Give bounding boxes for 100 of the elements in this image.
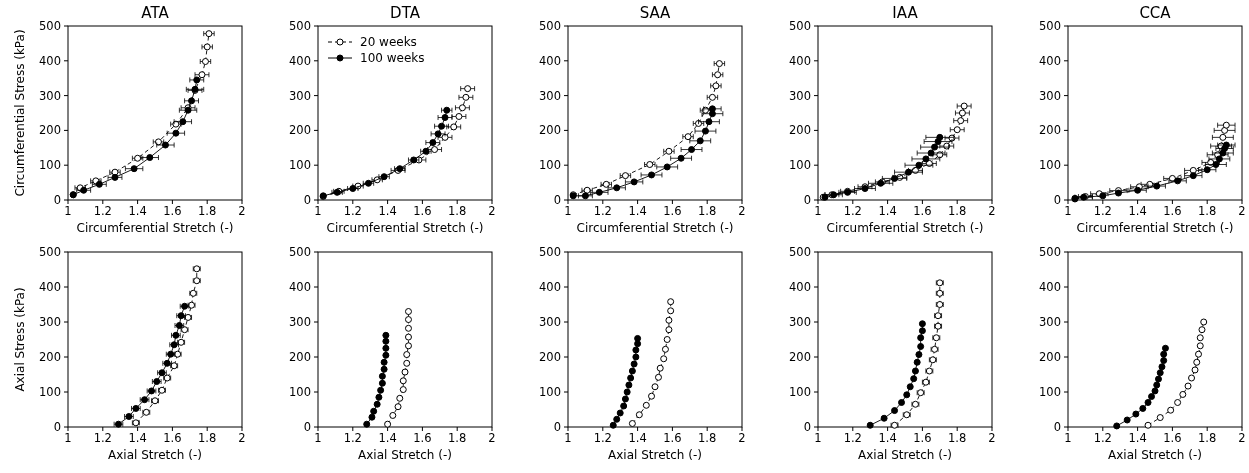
y-axis-title: Axial Stress (kPa) <box>13 287 27 392</box>
x-tick-label: 1.4 <box>628 204 647 218</box>
y-tick-label: 100 <box>1039 385 1061 399</box>
x-tick-label: 1 <box>64 431 72 445</box>
x-tick-label: 1.4 <box>128 431 147 445</box>
x-tick-label: 2 <box>488 431 496 445</box>
y-tick-label: 200 <box>539 123 561 138</box>
y-tick-label: 500 <box>1039 19 1061 33</box>
x-tick-label: 1.2 <box>843 431 862 445</box>
y-tick-label: 100 <box>39 385 61 399</box>
x-tick-label: 1 <box>814 431 822 445</box>
x-tick-label: 1.2 <box>1093 204 1112 218</box>
x-tick-label: 1.4 <box>628 431 647 445</box>
y-tick-label: 500 <box>789 245 811 259</box>
x-tick-label: 2 <box>1238 431 1246 445</box>
y-tick-label: 500 <box>539 19 561 33</box>
x-tick-label: 1.8 <box>448 204 467 218</box>
x-tick-label: 1.4 <box>378 431 397 445</box>
y-tick-label: 500 <box>289 19 311 33</box>
y-tick-label: 500 <box>39 19 61 33</box>
x-tick-label: 1.4 <box>878 204 897 218</box>
y-tick-label: 300 <box>789 88 811 103</box>
x-tick-label: 1.8 <box>1198 204 1217 218</box>
y-tick-label: 300 <box>539 88 561 103</box>
x-tick-label: 1.8 <box>698 204 717 218</box>
y-tick-label: 400 <box>1039 53 1061 68</box>
x-tick-label: 1.8 <box>448 431 467 445</box>
y-tick-label: 0 <box>53 420 61 434</box>
x-tick-label: 1.4 <box>1128 204 1147 218</box>
x-tick-label: 1.8 <box>198 431 217 445</box>
y-tick-label: 0 <box>53 193 61 207</box>
y-tick-label: 500 <box>289 245 311 259</box>
x-tick-label: 1.2 <box>93 204 112 218</box>
x-axis-title: Axial Stretch (-) <box>608 448 702 462</box>
y-tick-label: 0 <box>303 193 311 207</box>
x-tick-label: 1.6 <box>413 204 432 218</box>
x-tick-label: 1 <box>564 431 572 445</box>
legend-label: 20 weeks <box>360 35 417 49</box>
y-tick-label: 0 <box>803 193 811 207</box>
x-axis-title: Circumferential Stretch (-) <box>576 221 734 235</box>
x-tick-label: 1.6 <box>413 431 432 445</box>
y-tick-label: 200 <box>1039 350 1061 364</box>
y-tick-label: 100 <box>539 158 561 173</box>
y-tick-label: 0 <box>553 420 561 434</box>
x-tick-label: 1 <box>1064 204 1072 218</box>
x-axis-title: Axial Stretch (-) <box>358 448 452 462</box>
x-tick-label: 1.8 <box>698 431 717 445</box>
x-tick-label: 1 <box>564 204 572 218</box>
y-tick-label: 200 <box>1039 123 1061 138</box>
x-tick-label: 1 <box>64 204 72 218</box>
x-tick-label: 1.8 <box>948 431 967 445</box>
y-tick-label: 400 <box>539 280 561 294</box>
y-tick-label: 400 <box>539 53 561 68</box>
x-tick-label: 1.8 <box>1198 431 1217 445</box>
x-axis-title: Circumferential Stretch (-) <box>326 221 484 235</box>
x-tick-label: 1.2 <box>593 431 612 445</box>
chart-title: ATA <box>141 4 170 22</box>
y-tick-label: 300 <box>1039 88 1061 103</box>
y-tick-label: 400 <box>789 280 811 294</box>
x-tick-label: 1.4 <box>378 204 397 218</box>
y-tick-label: 300 <box>1039 315 1061 329</box>
x-tick-label: 2 <box>238 431 246 445</box>
y-tick-label: 200 <box>789 123 811 138</box>
chart-title: DTA <box>390 4 421 22</box>
x-tick-label: 1 <box>314 431 322 445</box>
y-tick-label: 300 <box>289 315 311 329</box>
y-tick-label: 100 <box>39 158 61 173</box>
x-tick-label: 2 <box>738 431 746 445</box>
x-tick-label: 1.6 <box>163 431 182 445</box>
chart-title: CCA <box>1139 4 1172 22</box>
x-tick-label: 1.6 <box>663 204 682 218</box>
chart-title: SAA <box>639 4 672 22</box>
x-tick-label: 2 <box>488 204 496 218</box>
y-tick-label: 0 <box>303 420 311 434</box>
x-tick-label: 1.4 <box>128 204 147 218</box>
y-tick-label: 400 <box>289 53 311 68</box>
y-tick-label: 400 <box>1039 280 1061 294</box>
y-tick-label: 500 <box>1039 245 1061 259</box>
y-tick-label: 300 <box>789 315 811 329</box>
x-tick-label: 1.2 <box>343 431 362 445</box>
x-axis-title: Circumferential Stretch (-) <box>76 221 234 235</box>
y-tick-label: 400 <box>789 53 811 68</box>
y-tick-label: 300 <box>289 88 311 103</box>
chart-title: IAA <box>892 4 919 22</box>
x-tick-label: 2 <box>1238 204 1246 218</box>
y-tick-label: 200 <box>789 350 811 364</box>
y-tick-label: 400 <box>289 280 311 294</box>
y-tick-label: 100 <box>789 158 811 173</box>
y-tick-label: 200 <box>39 350 61 364</box>
y-tick-label: 200 <box>39 123 61 138</box>
y-axis-title: Circumferential Stress (kPa) <box>13 29 27 197</box>
x-tick-label: 2 <box>238 204 246 218</box>
x-tick-label: 1.6 <box>913 204 932 218</box>
x-tick-label: 1.6 <box>913 431 932 445</box>
x-tick-label: 1.6 <box>663 431 682 445</box>
x-axis-title: Axial Stretch (-) <box>108 448 202 462</box>
y-tick-label: 100 <box>289 158 311 173</box>
x-tick-label: 1.8 <box>198 204 217 218</box>
y-tick-label: 100 <box>539 385 561 399</box>
x-tick-label: 1.2 <box>843 204 862 218</box>
